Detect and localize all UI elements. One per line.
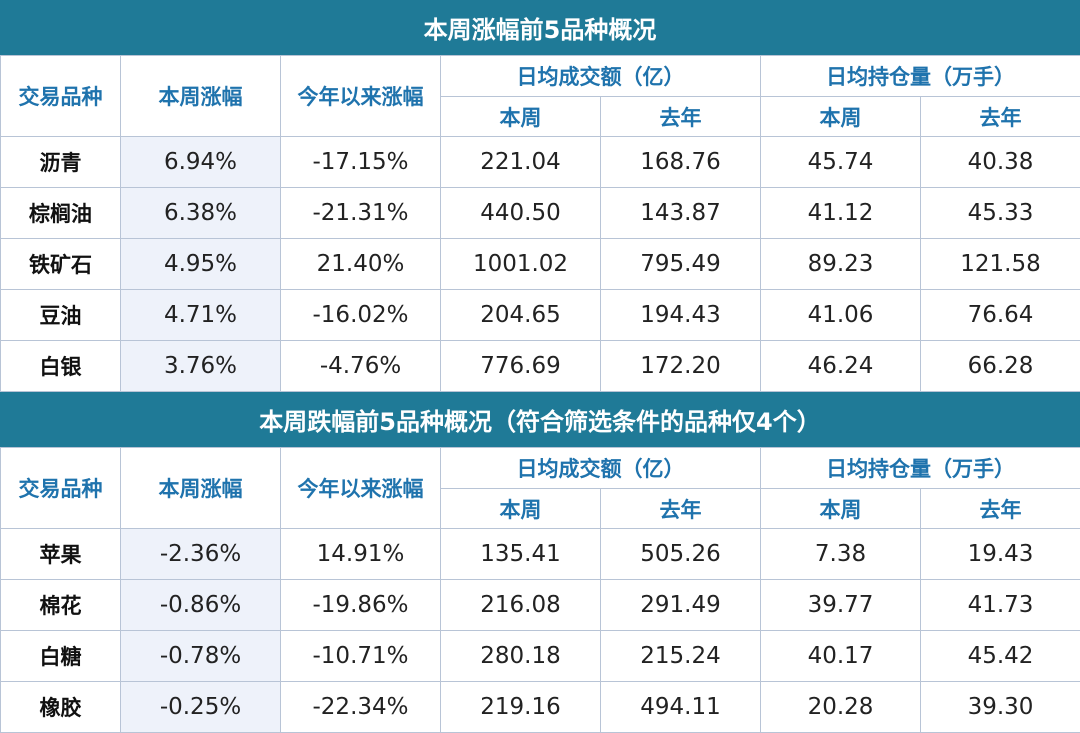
- cell-turnover-this-week: 280.18: [441, 631, 601, 682]
- cell-variety: 白糖: [1, 631, 121, 682]
- cell-oi-this-week: 41.06: [761, 290, 921, 341]
- cell-ytd-change: -22.34%: [281, 682, 441, 733]
- cell-turnover-last-year: 215.24: [601, 631, 761, 682]
- cell-turnover-this-week: 440.50: [441, 188, 601, 239]
- cell-week-change: 6.38%: [121, 188, 281, 239]
- cell-oi-last-year: 19.43: [921, 529, 1080, 580]
- cell-oi-last-year: 76.64: [921, 290, 1080, 341]
- losers-table: 交易品种 本周涨幅 今年以来涨幅 日均成交额（亿） 日均持仓量（万手） 本周 去…: [0, 447, 1080, 733]
- cell-variety: 铁矿石: [1, 239, 121, 290]
- cell-turnover-this-week: 776.69: [441, 341, 601, 392]
- header-daily-open-interest: 日均持仓量（万手）: [761, 56, 1080, 97]
- cell-variety: 苹果: [1, 529, 121, 580]
- subheader-turnover-this-week: 本周: [441, 489, 601, 529]
- header-ytd-change: 今年以来涨幅: [281, 448, 441, 529]
- cell-oi-last-year: 121.58: [921, 239, 1080, 290]
- header-variety: 交易品种: [1, 56, 121, 137]
- cell-ytd-change: -16.02%: [281, 290, 441, 341]
- cell-oi-this-week: 39.77: [761, 580, 921, 631]
- cell-week-change: 4.71%: [121, 290, 281, 341]
- cell-oi-last-year: 40.38: [921, 137, 1080, 188]
- cell-week-change: -2.36%: [121, 529, 281, 580]
- cell-oi-last-year: 66.28: [921, 341, 1080, 392]
- cell-oi-this-week: 20.28: [761, 682, 921, 733]
- subheader-oi-this-week: 本周: [761, 97, 921, 137]
- header-daily-open-interest: 日均持仓量（万手）: [761, 448, 1080, 489]
- cell-turnover-last-year: 505.26: [601, 529, 761, 580]
- cell-week-change: -0.25%: [121, 682, 281, 733]
- cell-ytd-change: -21.31%: [281, 188, 441, 239]
- cell-oi-last-year: 45.42: [921, 631, 1080, 682]
- cell-oi-this-week: 46.24: [761, 341, 921, 392]
- cell-ytd-change: -4.76%: [281, 341, 441, 392]
- cell-week-change: -0.78%: [121, 631, 281, 682]
- cell-turnover-last-year: 172.20: [601, 341, 761, 392]
- cell-turnover-last-year: 795.49: [601, 239, 761, 290]
- cell-week-change: -0.86%: [121, 580, 281, 631]
- cell-variety: 沥青: [1, 137, 121, 188]
- cell-ytd-change: 21.40%: [281, 239, 441, 290]
- cell-oi-this-week: 41.12: [761, 188, 921, 239]
- cell-oi-last-year: 39.30: [921, 682, 1080, 733]
- gainers-table: 交易品种 本周涨幅 今年以来涨幅 日均成交额（亿） 日均持仓量（万手） 本周 去…: [0, 55, 1080, 392]
- cell-ytd-change: -10.71%: [281, 631, 441, 682]
- subheader-oi-last-year: 去年: [921, 97, 1080, 137]
- header-week-change: 本周涨幅: [121, 448, 281, 529]
- subheader-oi-last-year: 去年: [921, 489, 1080, 529]
- cell-turnover-this-week: 219.16: [441, 682, 601, 733]
- cell-oi-this-week: 45.74: [761, 137, 921, 188]
- cell-turnover-last-year: 194.43: [601, 290, 761, 341]
- header-daily-turnover: 日均成交额（亿）: [441, 56, 761, 97]
- header-daily-turnover: 日均成交额（亿）: [441, 448, 761, 489]
- cell-turnover-last-year: 143.87: [601, 188, 761, 239]
- cell-ytd-change: 14.91%: [281, 529, 441, 580]
- subheader-turnover-last-year: 去年: [601, 489, 761, 529]
- cell-ytd-change: -17.15%: [281, 137, 441, 188]
- subheader-turnover-last-year: 去年: [601, 97, 761, 137]
- header-variety: 交易品种: [1, 448, 121, 529]
- subheader-turnover-this-week: 本周: [441, 97, 601, 137]
- cell-variety: 棕榈油: [1, 188, 121, 239]
- cell-week-change: 3.76%: [121, 341, 281, 392]
- cell-turnover-last-year: 291.49: [601, 580, 761, 631]
- cell-turnover-this-week: 135.41: [441, 529, 601, 580]
- cell-turnover-last-year: 494.11: [601, 682, 761, 733]
- losers-title: 本周跌幅前5品种概况（符合筛选条件的品种仅4个）: [0, 392, 1080, 447]
- cell-oi-this-week: 40.17: [761, 631, 921, 682]
- cell-oi-this-week: 89.23: [761, 239, 921, 290]
- cell-oi-last-year: 45.33: [921, 188, 1080, 239]
- header-ytd-change: 今年以来涨幅: [281, 56, 441, 137]
- cell-variety: 橡胶: [1, 682, 121, 733]
- cell-turnover-last-year: 168.76: [601, 137, 761, 188]
- cell-week-change: 6.94%: [121, 137, 281, 188]
- cell-turnover-this-week: 204.65: [441, 290, 601, 341]
- gainers-title: 本周涨幅前5品种概况: [0, 0, 1080, 55]
- cell-variety: 白银: [1, 341, 121, 392]
- cell-turnover-this-week: 216.08: [441, 580, 601, 631]
- subheader-oi-this-week: 本周: [761, 489, 921, 529]
- cell-variety: 豆油: [1, 290, 121, 341]
- header-row: 交易品种 本周涨幅 今年以来涨幅 日均成交额（亿） 日均持仓量（万手）: [1, 448, 1080, 489]
- cell-oi-last-year: 41.73: [921, 580, 1080, 631]
- header-week-change: 本周涨幅: [121, 56, 281, 137]
- header-row: 交易品种 本周涨幅 今年以来涨幅 日均成交额（亿） 日均持仓量（万手）: [1, 56, 1080, 97]
- cell-oi-this-week: 7.38: [761, 529, 921, 580]
- cell-week-change: 4.95%: [121, 239, 281, 290]
- cell-turnover-this-week: 221.04: [441, 137, 601, 188]
- cell-ytd-change: -19.86%: [281, 580, 441, 631]
- cell-variety: 棉花: [1, 580, 121, 631]
- cell-turnover-this-week: 1001.02: [441, 239, 601, 290]
